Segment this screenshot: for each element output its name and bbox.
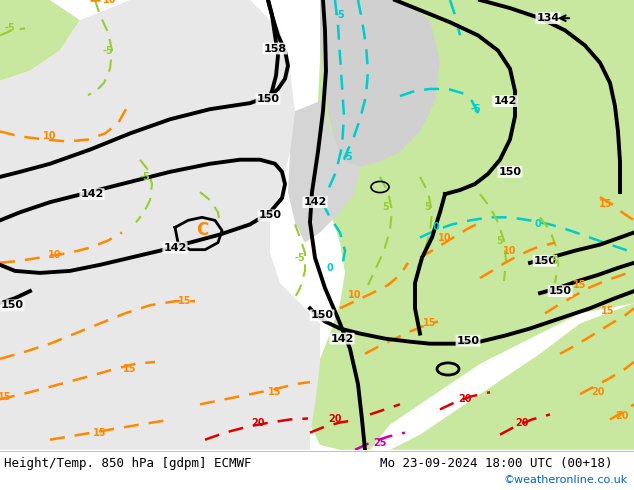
Text: -5: -5	[335, 10, 346, 20]
Text: 15: 15	[601, 306, 615, 317]
Text: 25: 25	[373, 438, 387, 448]
Text: 150: 150	[257, 94, 280, 104]
Text: 5: 5	[552, 256, 559, 266]
Text: 142: 142	[330, 334, 354, 343]
Text: 15: 15	[178, 296, 191, 306]
Text: -5: -5	[470, 104, 481, 114]
Text: Mo 23-09-2024 18:00 UTC (00+18): Mo 23-09-2024 18:00 UTC (00+18)	[380, 457, 612, 470]
Text: 5: 5	[496, 236, 503, 245]
Text: 15: 15	[123, 364, 137, 374]
Text: 5: 5	[383, 202, 389, 212]
Text: 20: 20	[515, 417, 529, 428]
Polygon shape	[310, 0, 634, 450]
Text: 20: 20	[592, 387, 605, 397]
Text: -5: -5	[342, 152, 353, 162]
Text: 15: 15	[424, 318, 437, 328]
Text: 15: 15	[573, 280, 586, 290]
Polygon shape	[310, 303, 634, 450]
Text: 158: 158	[264, 44, 287, 53]
Text: 20: 20	[328, 415, 342, 424]
Text: 15: 15	[268, 387, 281, 397]
Polygon shape	[288, 101, 360, 243]
Text: 15: 15	[0, 392, 12, 402]
Text: 150: 150	[259, 210, 281, 221]
Text: 142: 142	[493, 96, 517, 106]
Text: 10: 10	[503, 245, 517, 256]
Polygon shape	[320, 0, 440, 167]
Text: 20: 20	[458, 394, 472, 404]
Text: 0: 0	[327, 263, 333, 273]
Text: Height/Temp. 850 hPa [gdpm] ECMWF: Height/Temp. 850 hPa [gdpm] ECMWF	[4, 457, 252, 470]
Text: 5: 5	[425, 202, 431, 212]
Polygon shape	[0, 0, 320, 450]
Text: -5: -5	[139, 172, 150, 182]
Polygon shape	[560, 202, 634, 314]
Text: ©weatheronline.co.uk: ©weatheronline.co.uk	[504, 475, 628, 485]
Text: 0: 0	[534, 220, 541, 229]
Text: 142: 142	[303, 197, 327, 207]
Text: 10: 10	[103, 0, 117, 5]
Text: 134: 134	[536, 13, 560, 23]
Text: 15: 15	[599, 199, 612, 209]
Text: -5: -5	[103, 46, 113, 55]
Text: 150: 150	[1, 300, 23, 310]
Text: 20: 20	[615, 412, 629, 421]
Text: 0: 0	[432, 222, 439, 232]
Text: 10: 10	[43, 131, 57, 142]
Text: 150: 150	[456, 336, 479, 345]
Text: 142: 142	[164, 243, 186, 253]
Text: 150: 150	[498, 167, 522, 177]
Polygon shape	[0, 0, 80, 81]
Text: -5: -5	[4, 24, 15, 33]
Text: 150: 150	[548, 286, 571, 296]
Text: 10: 10	[348, 290, 362, 300]
Text: 142: 142	[81, 189, 104, 199]
Text: 150: 150	[533, 256, 557, 266]
Text: 10: 10	[48, 250, 61, 260]
Text: -5: -5	[295, 253, 306, 263]
Text: 10: 10	[438, 233, 452, 243]
Text: 15: 15	[93, 428, 107, 438]
Text: 20: 20	[251, 417, 265, 428]
Text: C: C	[196, 221, 208, 240]
Text: 150: 150	[311, 310, 333, 320]
